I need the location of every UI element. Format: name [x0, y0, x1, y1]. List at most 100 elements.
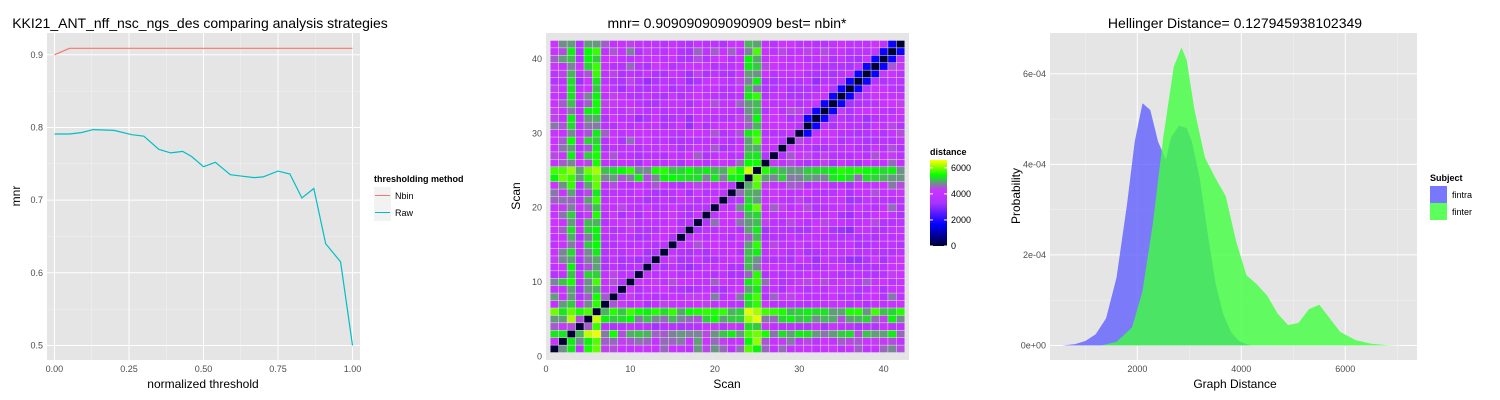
heatmap-cell	[677, 107, 686, 115]
heatmap-cell	[727, 219, 736, 226]
heatmap-cell	[601, 77, 610, 85]
heatmap-cell	[685, 152, 694, 160]
heatmap-cell	[761, 278, 770, 286]
heatmap-cell	[668, 144, 677, 152]
heatmap-cell	[727, 62, 736, 70]
heatmap-cell	[879, 189, 888, 197]
heatmap-cell	[618, 100, 626, 108]
heatmap-cell	[685, 40, 694, 48]
heatmap-cell	[820, 226, 829, 234]
heatmap-cell	[558, 323, 567, 331]
heatmap-cell	[829, 308, 837, 316]
heatmap-cell	[888, 85, 897, 93]
heatmap-cell	[727, 278, 736, 286]
heatmap-cell	[888, 77, 897, 85]
heatmap-cell	[845, 152, 854, 160]
heatmap-cell	[609, 248, 618, 256]
heatmap-cell	[677, 159, 686, 167]
heatmap-cell	[643, 48, 652, 56]
heatmap-cell	[769, 174, 778, 182]
heatmap-cell	[558, 129, 567, 137]
heatmap-cell	[618, 345, 626, 353]
heatmap-cell	[584, 308, 593, 316]
heatmap-cell	[609, 226, 618, 234]
heatmap-cell	[618, 167, 626, 174]
heatmap-cell	[803, 211, 812, 219]
heatmap-cell	[584, 263, 593, 271]
heatmap-cell	[795, 330, 804, 338]
heatmap-cell	[871, 241, 880, 249]
heatmap-cell	[812, 159, 821, 167]
heatmap-cell	[786, 219, 795, 226]
heatmap-cell	[753, 48, 762, 56]
heatmap-cell	[660, 137, 669, 145]
heatmap-cell	[753, 248, 762, 256]
heatmap-cell	[677, 137, 686, 145]
heatmap-cell	[609, 129, 618, 137]
heatmap-cell	[829, 174, 837, 182]
heatmap-cell	[592, 40, 601, 48]
heatmap-cell	[761, 263, 770, 271]
legend-label-fintra: fintra	[1452, 190, 1472, 200]
heatmap-cell	[761, 137, 770, 145]
heatmap-cell	[601, 189, 610, 197]
heatmap-cell	[854, 100, 863, 108]
heatmap-cell	[896, 129, 905, 137]
heatmap-cell	[668, 122, 677, 130]
heatmap-cell	[845, 144, 854, 152]
heatmap-cell	[786, 330, 795, 338]
heatmap-cell	[685, 181, 694, 189]
heatmap-cell	[786, 122, 795, 130]
heatmap-cell	[837, 100, 846, 108]
heatmap-cell	[803, 152, 812, 160]
heatmap-cell	[845, 100, 854, 108]
heatmap-cell	[693, 152, 702, 160]
heatmap-cell	[719, 152, 728, 160]
heatmap-cell	[871, 263, 880, 271]
heatmap-cell	[643, 144, 652, 152]
heatmap-cell	[778, 278, 787, 286]
heatmap-cell	[879, 330, 888, 338]
heatmap-cell	[736, 85, 745, 93]
heatmap-cell	[592, 256, 601, 264]
heatmap-cell	[660, 55, 669, 63]
heatmap-cell	[888, 189, 897, 197]
heatmap-cell	[710, 211, 719, 219]
heatmap-cell	[862, 285, 871, 293]
heatmap-cell	[693, 40, 702, 48]
heatmap-cell	[685, 55, 694, 63]
heatmap-cell	[871, 300, 880, 308]
heatmap-cell	[820, 293, 829, 301]
heatmap-cell	[786, 204, 795, 212]
heatmap-cell	[626, 100, 635, 108]
heatmap-cell	[753, 233, 762, 241]
heatmap-cell	[710, 330, 719, 338]
heatmap-cell	[693, 226, 702, 234]
density-panel: Hellinger Distance= 0.127945938102349 20…	[1009, 15, 1472, 391]
heatmap-cell	[643, 226, 652, 234]
heatmap-cell	[879, 77, 888, 85]
heatmap-cell	[618, 122, 626, 130]
heatmap-cell	[618, 263, 626, 271]
heatmap-cell	[626, 62, 635, 70]
heatmap-cell	[677, 181, 686, 189]
heatmap-cell	[567, 293, 576, 301]
heatmap-cell	[854, 77, 863, 85]
heatmap-cell	[778, 226, 787, 234]
heatmap-cell	[634, 152, 643, 160]
heatmap-cell	[888, 107, 897, 115]
heatmap-cell	[719, 315, 728, 323]
heatmap-cell	[862, 219, 871, 226]
heatmap-cell	[854, 48, 863, 56]
heatmap-cell	[626, 92, 635, 100]
heatmap-cell	[575, 129, 584, 137]
heatmap-cell	[820, 100, 829, 108]
heatmap-cell	[601, 278, 610, 286]
heatmap-cell	[668, 48, 677, 56]
heatmap-cell	[567, 278, 576, 286]
heatmap-cell	[660, 300, 669, 308]
heatmap-cell	[677, 152, 686, 160]
heatmap-cell	[710, 323, 719, 331]
heatmap-cell	[862, 122, 871, 130]
heatmap-cell	[820, 323, 829, 331]
